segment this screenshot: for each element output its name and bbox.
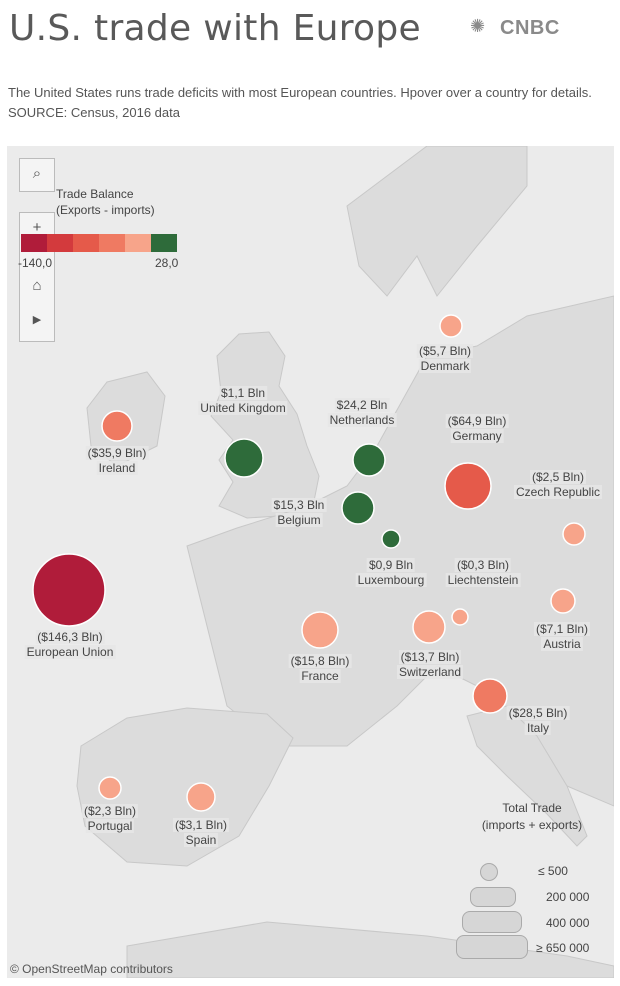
- label-liechtenstein: ($0,3 Bln) Liechtenstein: [445, 558, 521, 587]
- subtitle: The United States runs trade deficits wi…: [8, 85, 592, 120]
- bubble-france[interactable]: [301, 611, 339, 649]
- bubble-netherlands[interactable]: [352, 443, 386, 477]
- page-title: U.S. trade with Europe: [9, 8, 421, 49]
- map-attribution[interactable]: © OpenStreetMap contributors: [10, 962, 173, 976]
- peacock-icon: ✺: [470, 16, 486, 36]
- bubble-austria[interactable]: [550, 588, 576, 614]
- home-icon[interactable]: ⌂: [32, 277, 42, 294]
- label-netherlands: $24,2 Bln Netherlands: [327, 398, 397, 427]
- map-controls: + ⌂ ▶: [19, 212, 55, 342]
- cnbc-logo: ✺ CNBC: [470, 16, 600, 42]
- size-legend-label-3: 400 000: [546, 916, 590, 930]
- bubble-germany[interactable]: [444, 462, 492, 510]
- bubble-denmark[interactable]: [439, 314, 463, 338]
- label-denmark: ($5,7 Bln) Denmark: [416, 344, 474, 373]
- label-european-union: ($146,3 Bln) European Union: [24, 630, 116, 659]
- bubble-layer: [32, 314, 586, 812]
- color-legend-swatch-2: [47, 234, 73, 252]
- color-legend-swatch-3: [73, 234, 99, 252]
- bubble-luxembourg[interactable]: [381, 529, 401, 549]
- label-germany: ($64,9 Bln) Germany: [445, 414, 509, 443]
- size-legend-label-4: ≥ 650 000: [536, 941, 590, 955]
- bubble-liechtenstein[interactable]: [451, 608, 469, 626]
- color-legend-swatch-5: [125, 234, 151, 252]
- italy-shape: [466, 705, 588, 847]
- label-czech-republic: ($2,5 Bln) Czech Republic: [513, 470, 603, 499]
- size-legend-symbol-4: [456, 935, 528, 959]
- color-legend-max: 28,0: [155, 256, 179, 270]
- map-search-button[interactable]: ⌕: [19, 158, 55, 192]
- label-austria: ($7,1 Bln) Austria: [533, 622, 591, 651]
- bubble-italy[interactable]: [472, 678, 508, 714]
- size-legend-label-1: ≤ 500: [538, 864, 568, 878]
- color-legend-swatch-4: [99, 234, 125, 252]
- label-ireland: ($35,9 Bln) Ireland: [85, 446, 149, 475]
- bubble-switzerland[interactable]: [412, 610, 446, 644]
- europe-map[interactable]: ($5,7 Bln) Denmark $1,1 Bln United Kingdom…: [7, 146, 614, 978]
- search-icon: ⌕: [32, 165, 42, 182]
- bubble-ireland[interactable]: [101, 410, 133, 442]
- play-icon[interactable]: ▶: [32, 314, 42, 326]
- label-united-kingdom: $1,1 Bln United Kingdom: [198, 386, 288, 415]
- bubble-portugal[interactable]: [98, 776, 122, 800]
- bubble-united-kingdom[interactable]: [224, 438, 264, 478]
- bubble-czech-republic[interactable]: [562, 522, 586, 546]
- label-switzerland: ($13,7 Bln) Switzerland: [396, 650, 464, 679]
- label-luxembourg: $0,9 Bln Luxembourg: [355, 558, 427, 587]
- color-legend-swatch-6: [151, 234, 177, 252]
- label-spain: ($3,1 Bln) Spain: [172, 818, 230, 847]
- logo-wordmark: CNBC: [500, 17, 560, 39]
- bubble-spain[interactable]: [186, 782, 216, 812]
- label-portugal: ($2,3 Bln) Portugal: [81, 804, 139, 833]
- zoom-in-icon[interactable]: +: [32, 219, 42, 236]
- label-france: ($15,8 Bln) France: [288, 654, 352, 683]
- bubble-european-union[interactable]: [32, 553, 106, 627]
- color-legend-bar: [21, 234, 177, 252]
- scandinavia-shape: [346, 146, 528, 297]
- color-legend-swatch-1: [21, 234, 47, 252]
- label-italy: ($28,5 Bln) Italy: [506, 706, 570, 735]
- size-legend-symbol-3: [462, 911, 522, 933]
- size-legend-symbol-2: [470, 887, 516, 907]
- size-legend-label-2: 200 000: [546, 890, 590, 904]
- label-belgium: $15,3 Bln Belgium: [271, 498, 327, 527]
- bubble-belgium[interactable]: [341, 491, 375, 525]
- color-legend-title: Trade Balance (Exports - imports): [56, 187, 155, 217]
- color-legend-min: -140,0: [18, 256, 53, 270]
- map-canvas: [7, 146, 614, 978]
- north-africa-shape: [126, 921, 614, 978]
- size-legend-symbol-1: [480, 863, 498, 881]
- size-legend-title: Total Trade (imports + exports): [481, 801, 583, 832]
